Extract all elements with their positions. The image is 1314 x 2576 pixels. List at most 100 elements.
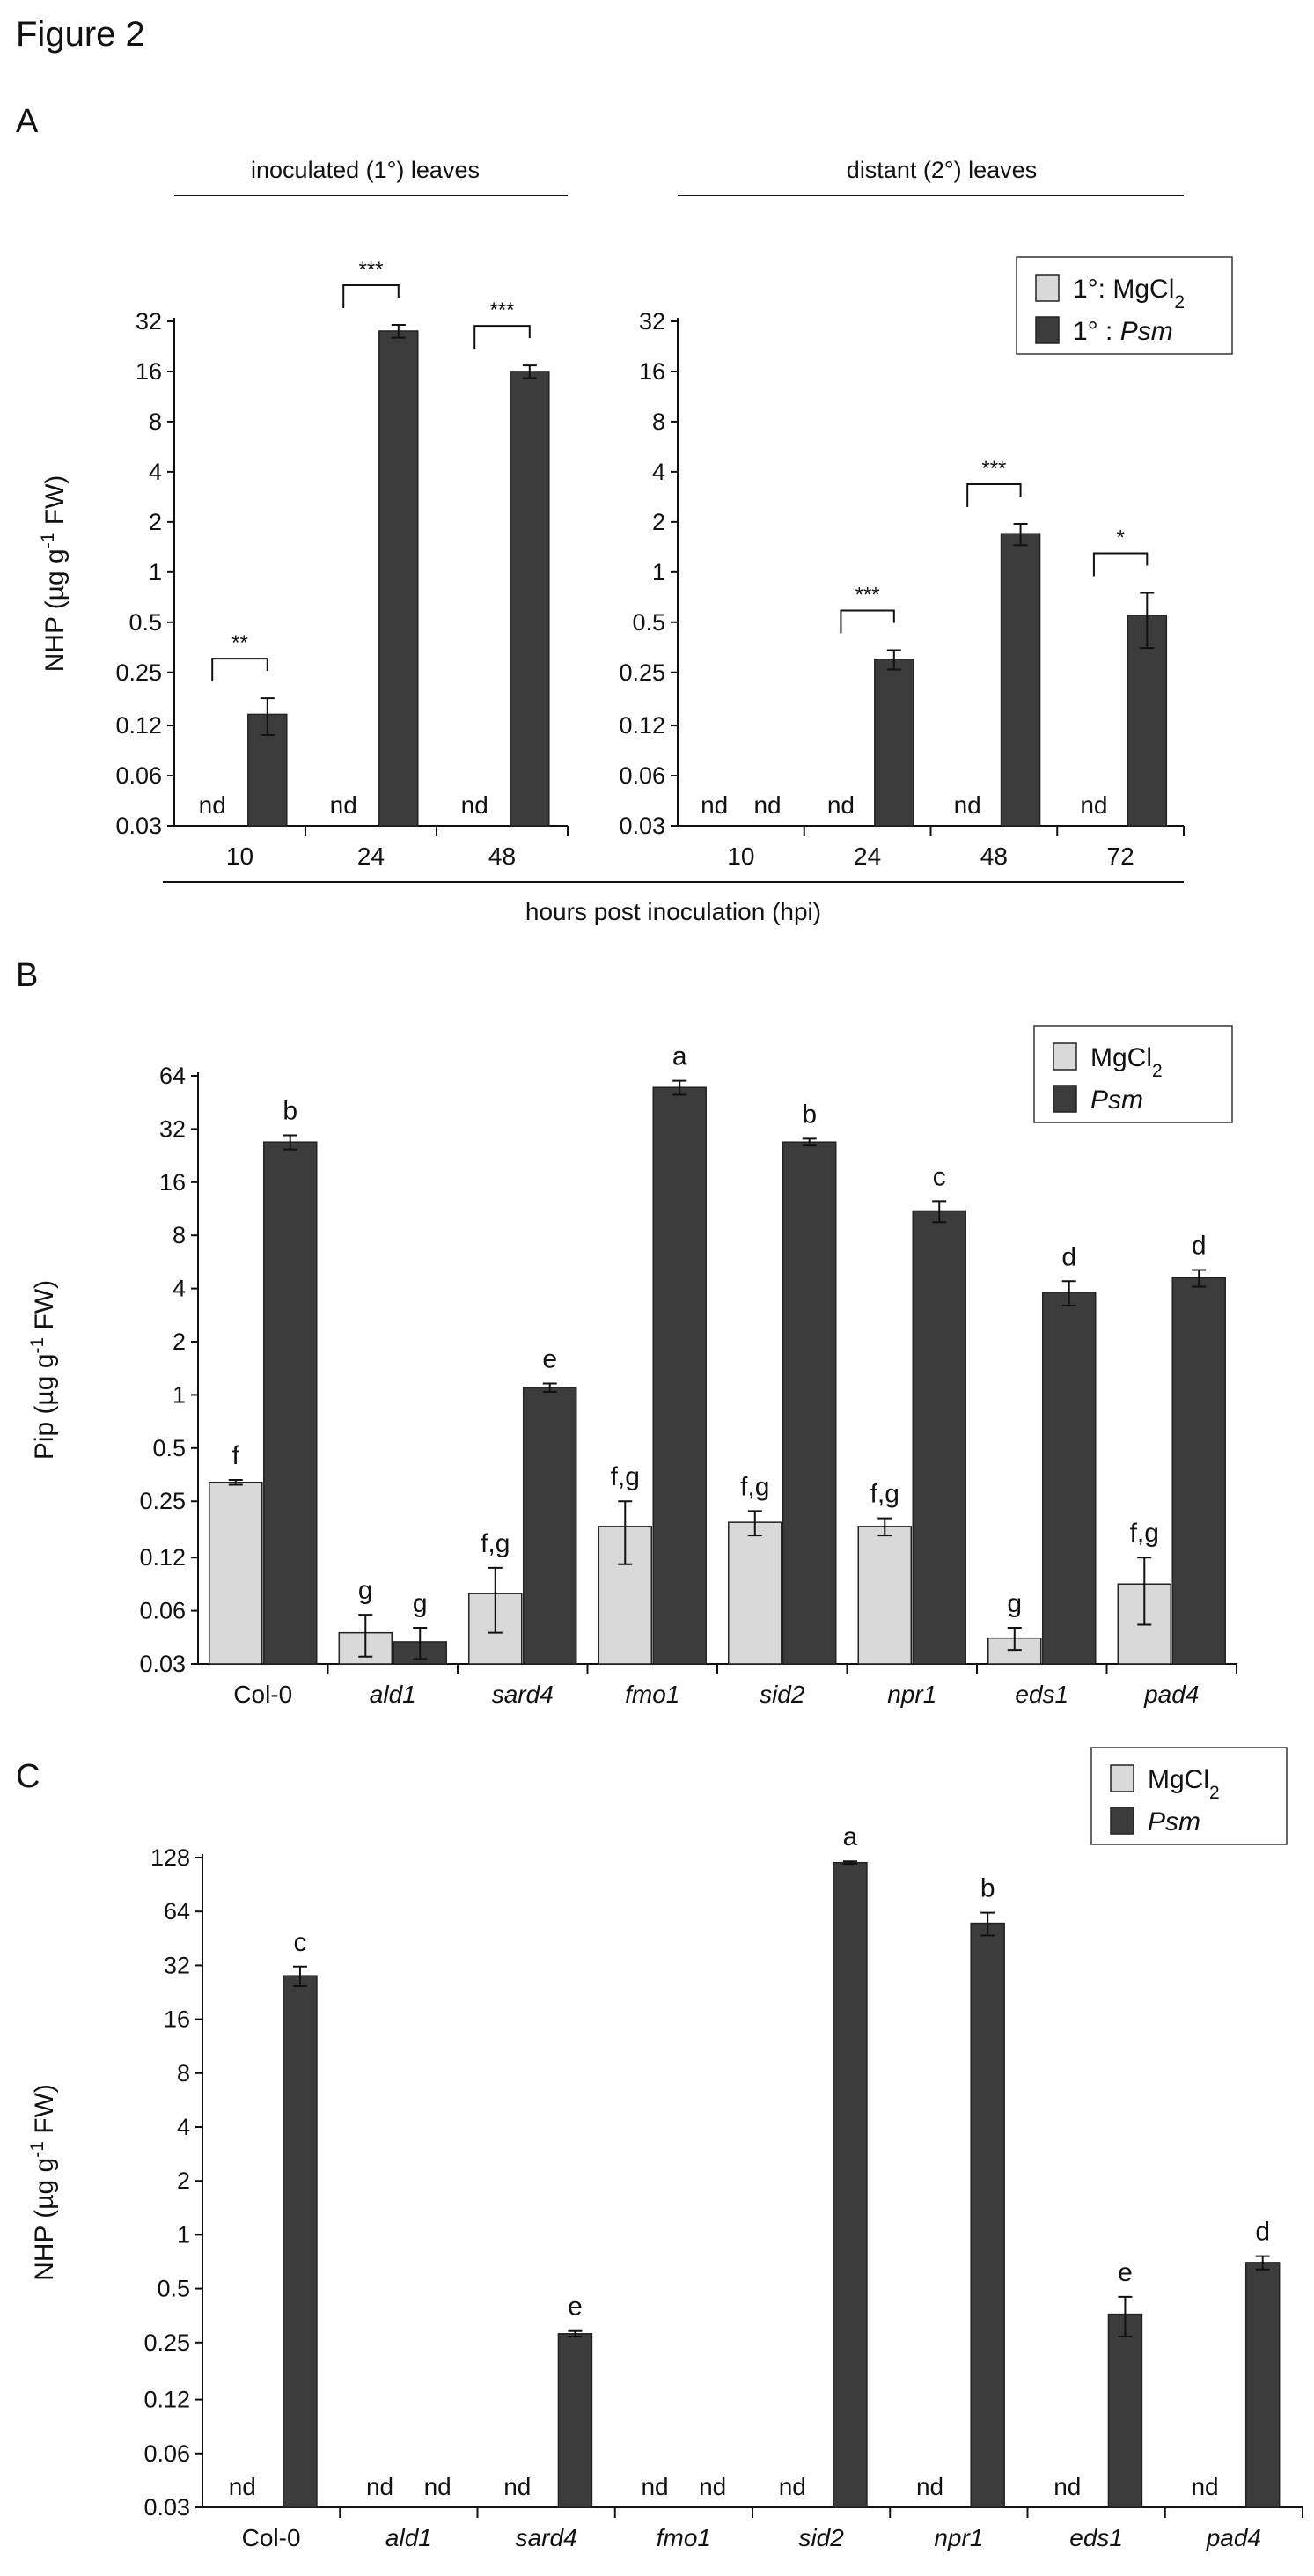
y-tick-label: 16 (159, 1169, 186, 1196)
significance-stars: *** (855, 583, 880, 607)
legend-swatch (1035, 316, 1060, 344)
significance-letter: d (1061, 1242, 1076, 1271)
significance-letter: e (1118, 2258, 1133, 2287)
significance-letter: b (802, 1100, 817, 1129)
y-tick-label: 4 (149, 459, 162, 485)
x-tick-label: sard4 (516, 2524, 577, 2551)
bar-psm (522, 1387, 577, 1665)
x-tick-label: sard4 (492, 1681, 554, 1708)
significance-stars: *** (489, 298, 514, 322)
significance-bracket (966, 482, 1022, 507)
y-tick-label: 16 (164, 2006, 190, 2033)
x-tick-label: 10 (226, 843, 253, 870)
significance-letter: f,g (870, 1480, 899, 1509)
y-tick-label: 0.06 (619, 762, 665, 789)
nd-label: nd (779, 2473, 806, 2500)
significance-stars: *** (981, 457, 1006, 481)
y-tick-label: 32 (159, 1115, 186, 1142)
y-tick-label: 16 (136, 358, 162, 385)
legend-label: 1°: MgCl2 (1073, 275, 1185, 313)
significance-bracket (840, 609, 895, 634)
legend-swatch (1053, 1042, 1077, 1071)
bar-psm (1171, 1277, 1226, 1665)
panel-letter-a: A (16, 103, 39, 140)
significance-bracket (473, 325, 531, 350)
x-axis-label: hours post inoculation (hpi) (525, 898, 821, 925)
significance-bracket (1092, 552, 1149, 577)
nd-label: nd (461, 791, 488, 819)
significance-letter: b (980, 1874, 995, 1903)
bar-psm (833, 1861, 868, 2508)
bar-psm (652, 1086, 707, 1665)
bar-psm (1041, 1292, 1097, 1665)
x-tick-label: pad4 (1206, 2524, 1261, 2551)
nd-label: nd (424, 2473, 451, 2500)
bar-psm (970, 1922, 1005, 2508)
y-tick-label: 16 (639, 358, 665, 385)
y-tick-label: 32 (639, 308, 665, 335)
y-tick-label: 0.12 (139, 1544, 186, 1571)
significance-letter: f (232, 1441, 240, 1470)
x-tick-label: 48 (488, 843, 516, 870)
y-tick-label: 1 (173, 1381, 186, 1408)
nd-label: nd (753, 791, 781, 819)
y-tick-label: 1 (149, 559, 162, 585)
charts-layer: 0.030.060.120.250.51248163210nd**24nd***… (27, 157, 1303, 2551)
nd-label: nd (503, 2473, 531, 2500)
significance-letter: g (358, 1576, 373, 1605)
bar-psm (874, 659, 914, 827)
bar-psm (912, 1210, 966, 1665)
significance-letter: g (413, 1589, 428, 1618)
y-tick-label: 4 (177, 2114, 190, 2140)
y-tick-label: 1 (177, 2221, 190, 2248)
x-tick-label: sid2 (760, 1681, 805, 1708)
x-tick-label: 48 (980, 843, 1008, 870)
y-tick-label: 0.03 (619, 813, 665, 839)
x-tick-label: fmo1 (625, 1681, 679, 1708)
y-tick-label: 0.06 (115, 762, 162, 789)
significance-letter: f,g (481, 1529, 510, 1558)
y-tick-label: 0.03 (143, 2494, 190, 2521)
y-tick-label: 0.25 (619, 659, 665, 686)
y-tick-label: 0.12 (115, 712, 162, 739)
y-tick-label: 2 (652, 509, 665, 535)
y-tick-label: 0.06 (143, 2440, 190, 2467)
legend-label: MgCl2 (1148, 1765, 1220, 1803)
bar-psm (262, 1141, 318, 1665)
y-tick-label: 0.06 (139, 1598, 186, 1624)
bar-psm (557, 2333, 593, 2508)
significance-bracket (211, 658, 268, 682)
x-tick-label: Col-0 (242, 2524, 301, 2551)
significance-stars: *** (358, 258, 383, 282)
y-axis-label: NHP (µg g-1 FW) (38, 475, 70, 673)
y-tick-label: 8 (173, 1222, 186, 1248)
bar-psm (1244, 2262, 1281, 2508)
nd-label: nd (199, 791, 226, 819)
bar-psm (510, 371, 550, 827)
group-label: inoculated (1°) leaves (251, 157, 480, 183)
figure-title: Figure 2 (16, 15, 145, 54)
legend: MgCl2 Psm (1090, 1747, 1288, 1845)
x-tick-label: eds1 (1015, 1681, 1068, 1708)
panel-letter-b: B (16, 957, 38, 994)
legend-label: 1° : Psm (1073, 317, 1173, 346)
chart-C: 0.03 0.06 0.12 0.25 0.5 1 2 4 8 16 32 64 128 Col-0 nd c… (27, 1747, 1303, 2551)
y-axis-label: NHP (µg g-1 FW) (27, 2084, 60, 2281)
y-tick-label: 2 (177, 2168, 190, 2194)
group-label: distant (2°) leaves (847, 157, 1037, 183)
x-tick-label: fmo1 (657, 2524, 711, 2551)
significance-letter: f,g (1130, 1519, 1159, 1548)
y-tick-label: 0.5 (152, 1435, 186, 1461)
y-axis-label: Pip (µg g-1 FW) (27, 1280, 60, 1460)
significance-letter: g (1007, 1589, 1022, 1618)
bar-mock (209, 1481, 263, 1665)
significance-letter: d (1192, 1231, 1207, 1260)
y-tick-label: 0.25 (143, 2329, 190, 2356)
y-tick-label: 4 (652, 459, 665, 485)
y-tick-label: 0.12 (143, 2387, 190, 2413)
bar-mock (728, 1521, 782, 1665)
nd-label: nd (954, 791, 981, 819)
legend-label: Psm (1090, 1086, 1143, 1115)
panel-a-xlabel: hours post inoculation (hpi) (163, 881, 1184, 925)
nd-label: nd (701, 791, 728, 819)
